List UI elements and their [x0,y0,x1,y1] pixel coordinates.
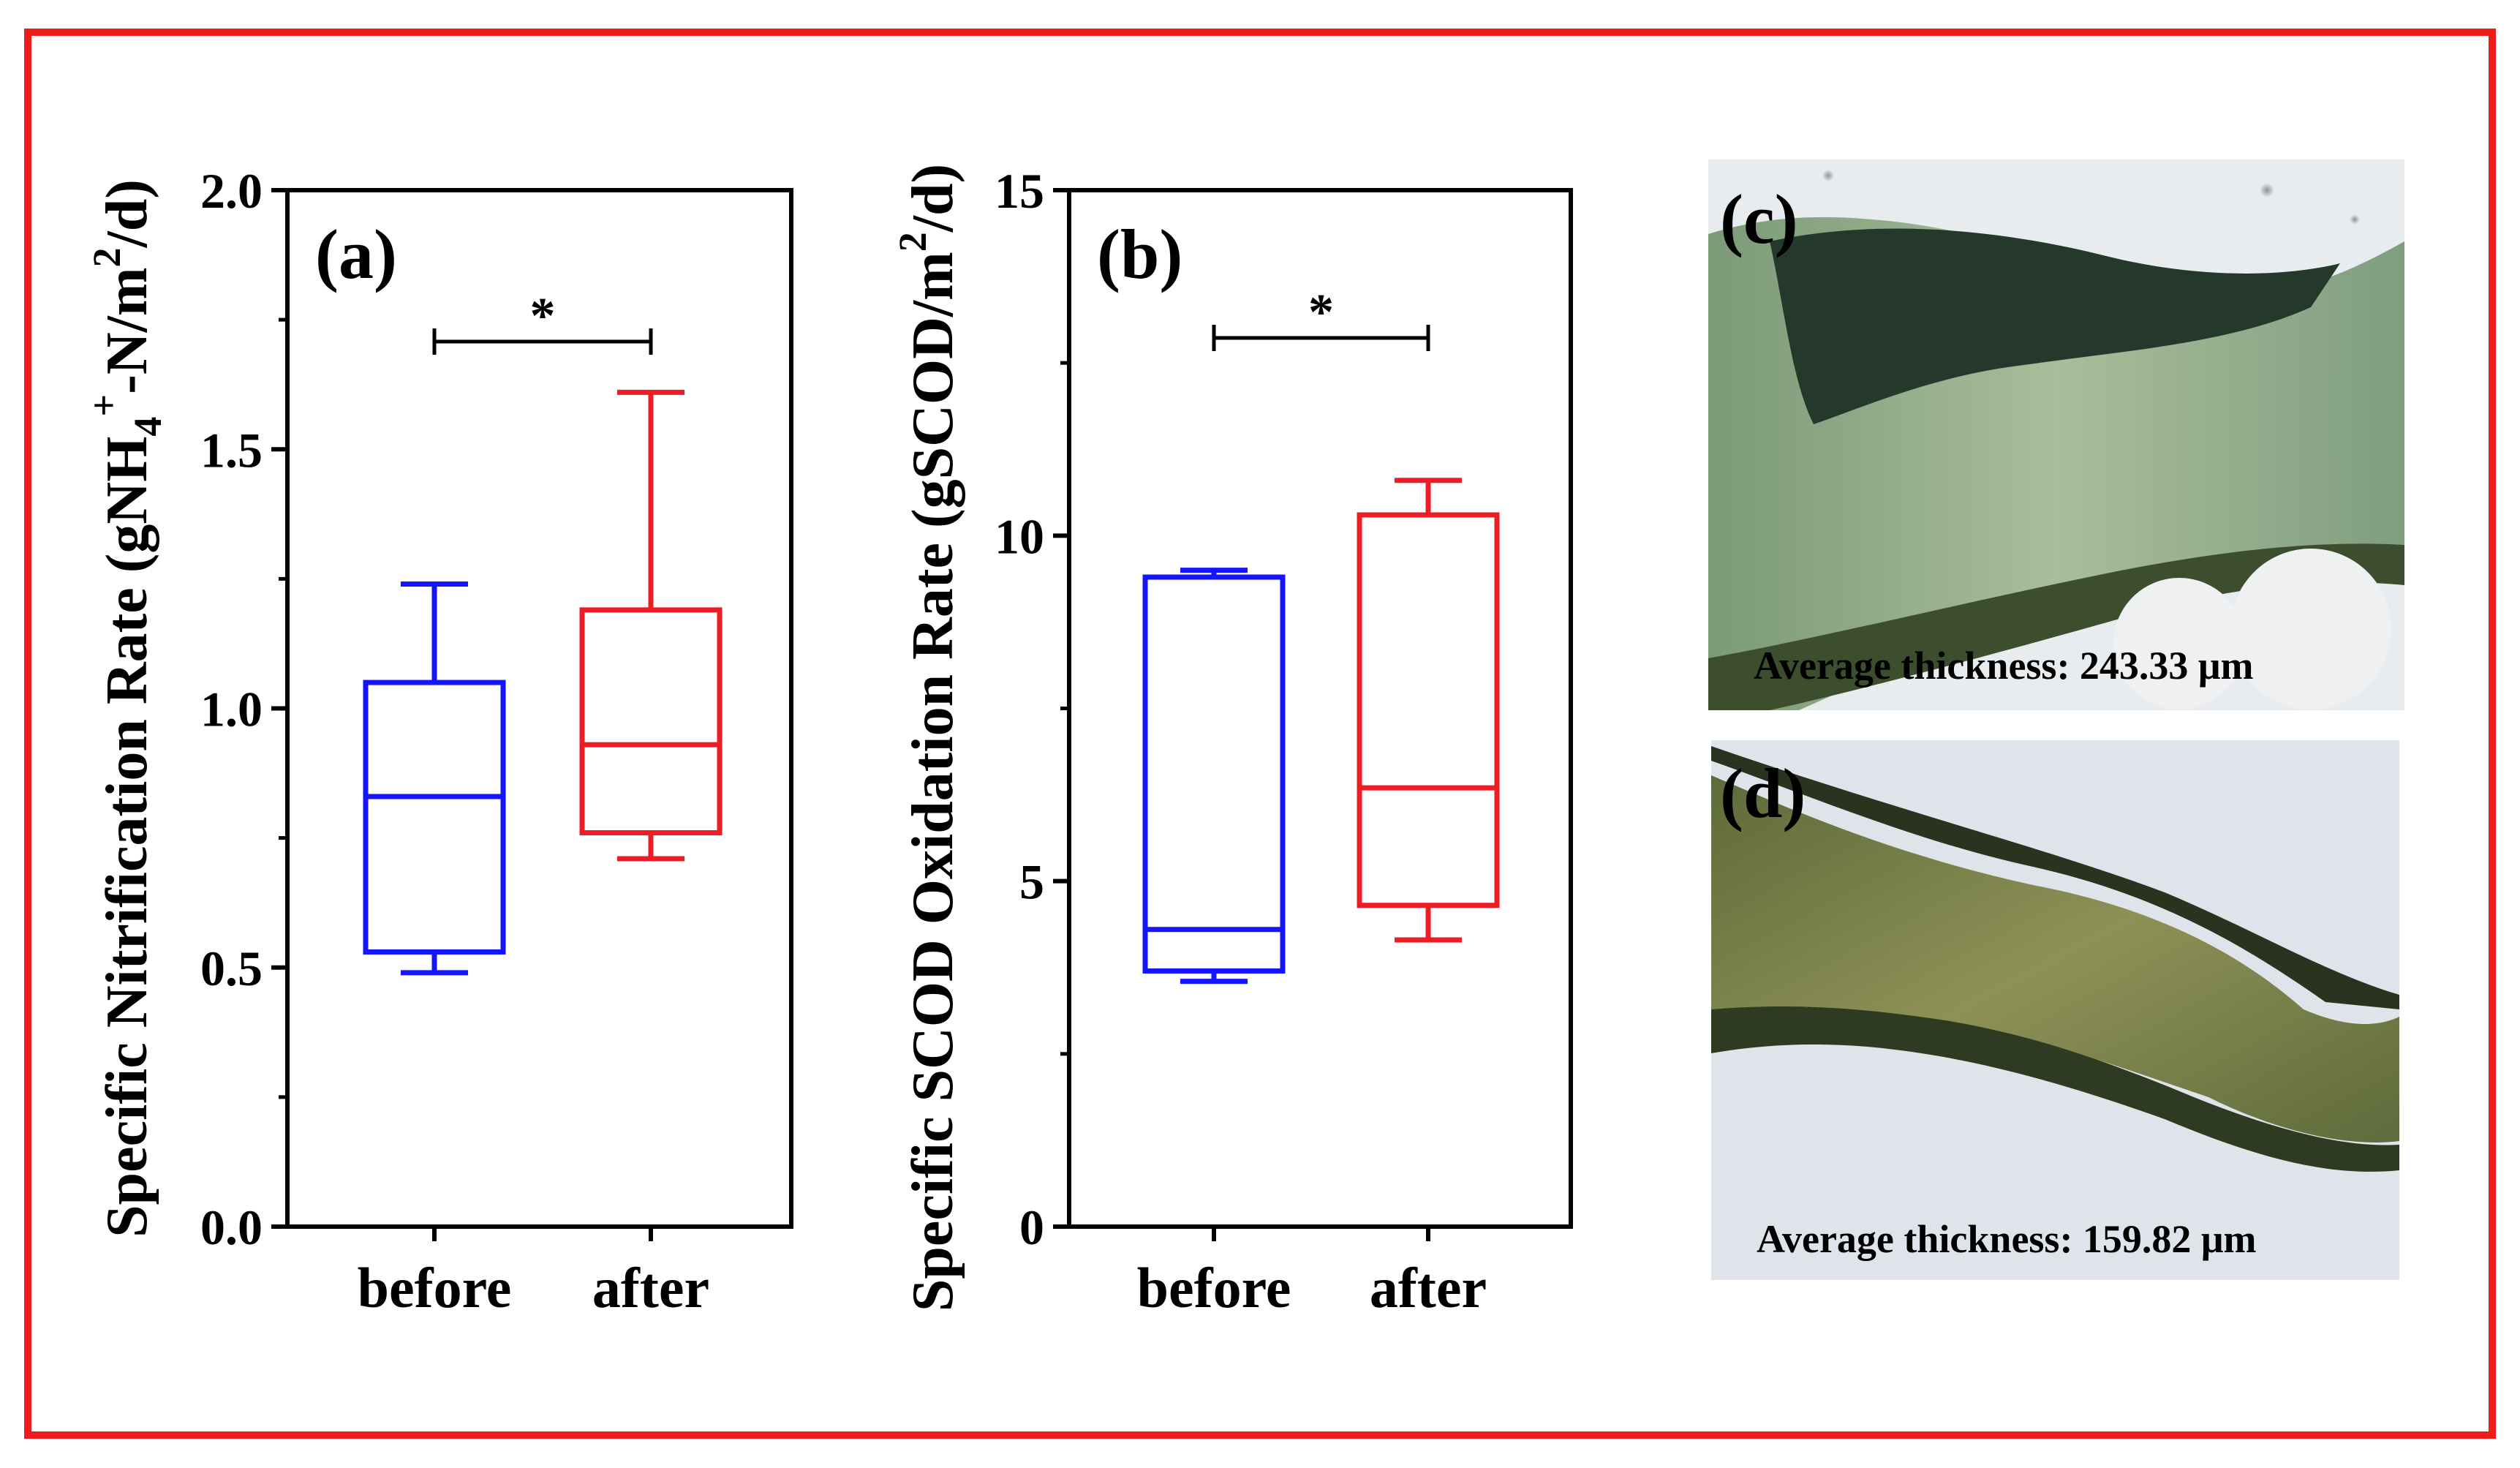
y-axis-title: Specific SCOD Oxidation Rate (gSCOD/m2/d… [891,164,965,1311]
ytitle-end: /d) [901,164,965,233]
photo-label-c: (c) [1720,180,1798,258]
plot-frame [285,188,793,1229]
ytitle-sup: 2 [891,232,935,252]
significance-star: * [1308,285,1334,341]
ytitle-end: /d) [95,179,159,248]
iqr-box [1142,574,1286,974]
panel-label: (a) [315,215,397,293]
ytitle-sup: + [82,394,126,417]
ytitle-main: Specific Nitrification Rate (gNH [95,437,159,1238]
box-before [1142,568,1286,985]
iqr-box [363,680,506,955]
chart-a: 0.0 0.5 1.0 1.5 2.0 before after * (a) Specific N… [82,163,793,1320]
x-tick-label-after: after [1370,1256,1487,1320]
significance-bracket: * [1212,285,1430,351]
y-tick-label: 2.0 [200,163,263,219]
photo-caption-d: Average thickness: 159.82 μm [1757,1217,2257,1261]
y-axis-title: Specific Nitrification Rate (gNH4+-N/m2/… [82,179,170,1238]
y-tick-label: 5 [1019,854,1044,910]
box-after [579,389,723,862]
y-tick-label: 10 [995,508,1044,564]
iqr-box [1357,512,1500,908]
ytitle-sub: 4 [126,417,170,437]
figure-border [24,29,2496,1439]
micrograph-c [1708,159,2404,710]
ytitle-sup2: 2 [85,248,129,268]
y-tick-label: 0.0 [200,1200,263,1255]
y-tick-label: 0.5 [200,941,263,996]
y-tick-label: 15 [995,163,1044,219]
y-tick-label: 1.5 [200,422,263,478]
chart-b: 0 5 10 15 before after * (b) Specific SCOD Oxida… [891,163,1573,1320]
x-tick-label-before: before [1137,1256,1291,1320]
x-tick-label-after: after [592,1256,709,1320]
ytitle-main: Specific SCOD Oxidation Rate (gSCOD/m [901,252,965,1311]
panel-label: (b) [1097,215,1182,293]
box-after [1357,478,1500,943]
box-before [363,581,506,976]
micrograph-d [1711,740,2399,1280]
significance-star: * [530,288,556,345]
ytitle-mid: -N/m [95,268,159,394]
y-tick-label: 0 [1019,1200,1044,1255]
significance-bracket: * [432,288,653,355]
photo-label-d: (d) [1720,754,1806,832]
photo-caption-c: Average thickness: 243.33 μm [1754,644,2254,688]
x-tick-label-before: before [358,1256,512,1320]
y-tick-label: 1.0 [200,682,263,737]
iqr-box [579,607,723,836]
